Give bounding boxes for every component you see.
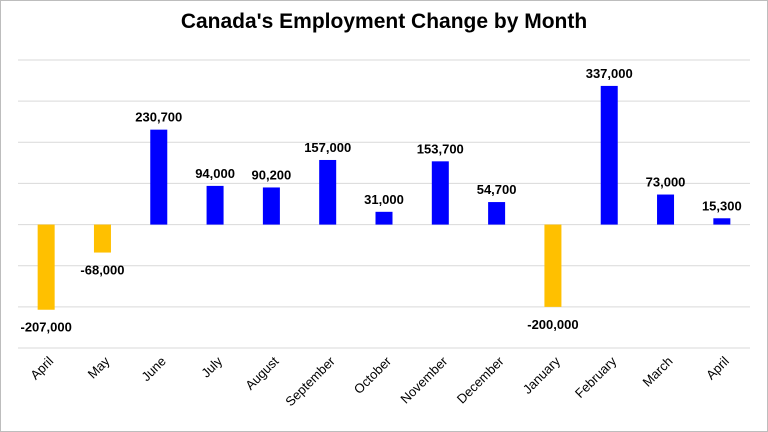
x-tick-label: May [85, 353, 113, 381]
x-tick-labels: April May June July August September October No… [27, 353, 732, 409]
x-tick-label: October [351, 353, 395, 397]
bar [262, 187, 280, 225]
bar [37, 224, 55, 310]
bar [93, 224, 111, 253]
x-tick-label: September [282, 353, 338, 409]
bar [206, 185, 224, 225]
data-label: 54,700 [477, 182, 517, 197]
bar [375, 211, 393, 225]
x-tick-label: July [198, 353, 225, 380]
bar [544, 224, 562, 307]
x-tick-label: December [454, 353, 507, 406]
x-tick-label: April [703, 353, 732, 382]
x-tick-label: November [397, 353, 450, 406]
bar [713, 218, 731, 225]
bar [488, 202, 506, 225]
x-tick-label: August [242, 353, 281, 392]
data-label: 73,000 [646, 175, 686, 190]
x-tick-label: March [640, 354, 676, 390]
bars [37, 85, 731, 310]
data-label: 337,000 [586, 66, 633, 81]
data-label: 94,000 [195, 166, 235, 181]
x-tick-label: April [27, 353, 56, 382]
gridlines [18, 59, 750, 349]
data-label: -200,000 [527, 317, 578, 332]
data-label: 15,300 [702, 198, 742, 213]
bar [657, 194, 675, 225]
data-label: 153,700 [417, 141, 464, 156]
data-label: 90,200 [252, 167, 292, 182]
data-label: 157,000 [304, 140, 351, 155]
bar [150, 129, 168, 225]
data-labels: -207,000 -68,000 230,700 94,000 90,200 157,00… [20, 66, 741, 335]
bar [431, 161, 449, 225]
chart-title: Canada's Employment Change by Month [180, 10, 588, 33]
x-tick-label: June [138, 354, 169, 385]
bar [319, 159, 337, 225]
data-label: -207,000 [20, 320, 71, 335]
x-tick-label: February [572, 353, 620, 401]
data-label: 230,700 [135, 110, 182, 125]
data-label: -68,000 [80, 263, 124, 278]
bar [600, 85, 618, 225]
data-label: 31,000 [364, 192, 404, 207]
x-tick-label: January [520, 353, 564, 397]
